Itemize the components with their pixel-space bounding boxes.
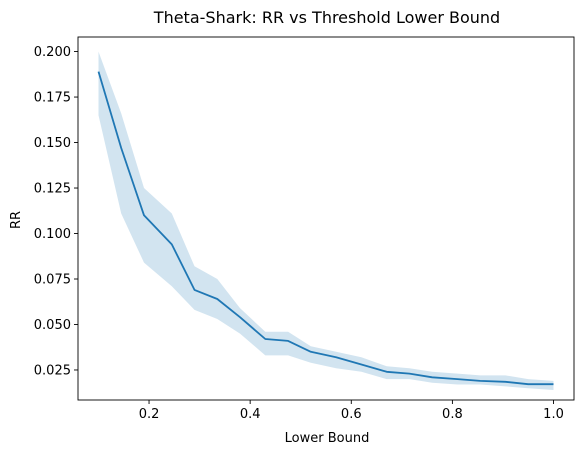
y-tick-label: 0.125: [34, 182, 71, 197]
y-tick-label: 0.050: [34, 318, 71, 333]
axes-frame: [77, 36, 575, 401]
y-tick-label: 0.025: [34, 363, 71, 378]
plot-area: [97, 51, 554, 390]
y-tick-label: 0.150: [34, 136, 71, 151]
axes: 0.2 0.4 0.6 0.8 1.0 0.025 0.050 0.075 0.100 0.125…: [34, 36, 575, 422]
y-tick-label: 0.100: [34, 227, 71, 242]
x-tick-label: 0.8: [442, 407, 463, 422]
x-tick-label: 0.4: [240, 407, 261, 422]
y-tick-label: 0.175: [34, 91, 71, 106]
series-line: [97, 71, 554, 386]
y-axis-label: RR: [9, 211, 24, 229]
x-tick-label: 0.2: [139, 407, 160, 422]
confidence-band: [98, 51, 554, 390]
y-tick-label: 0.200: [34, 45, 71, 60]
x-tick-label: 0.6: [341, 407, 362, 422]
y-tick-label: 0.075: [34, 273, 71, 288]
x-tick-label: 1.0: [543, 407, 564, 422]
chart-title: Theta-Shark: RR vs Threshold Lower Bound: [153, 8, 500, 27]
x-axis-label: Lower Bound: [285, 431, 370, 446]
